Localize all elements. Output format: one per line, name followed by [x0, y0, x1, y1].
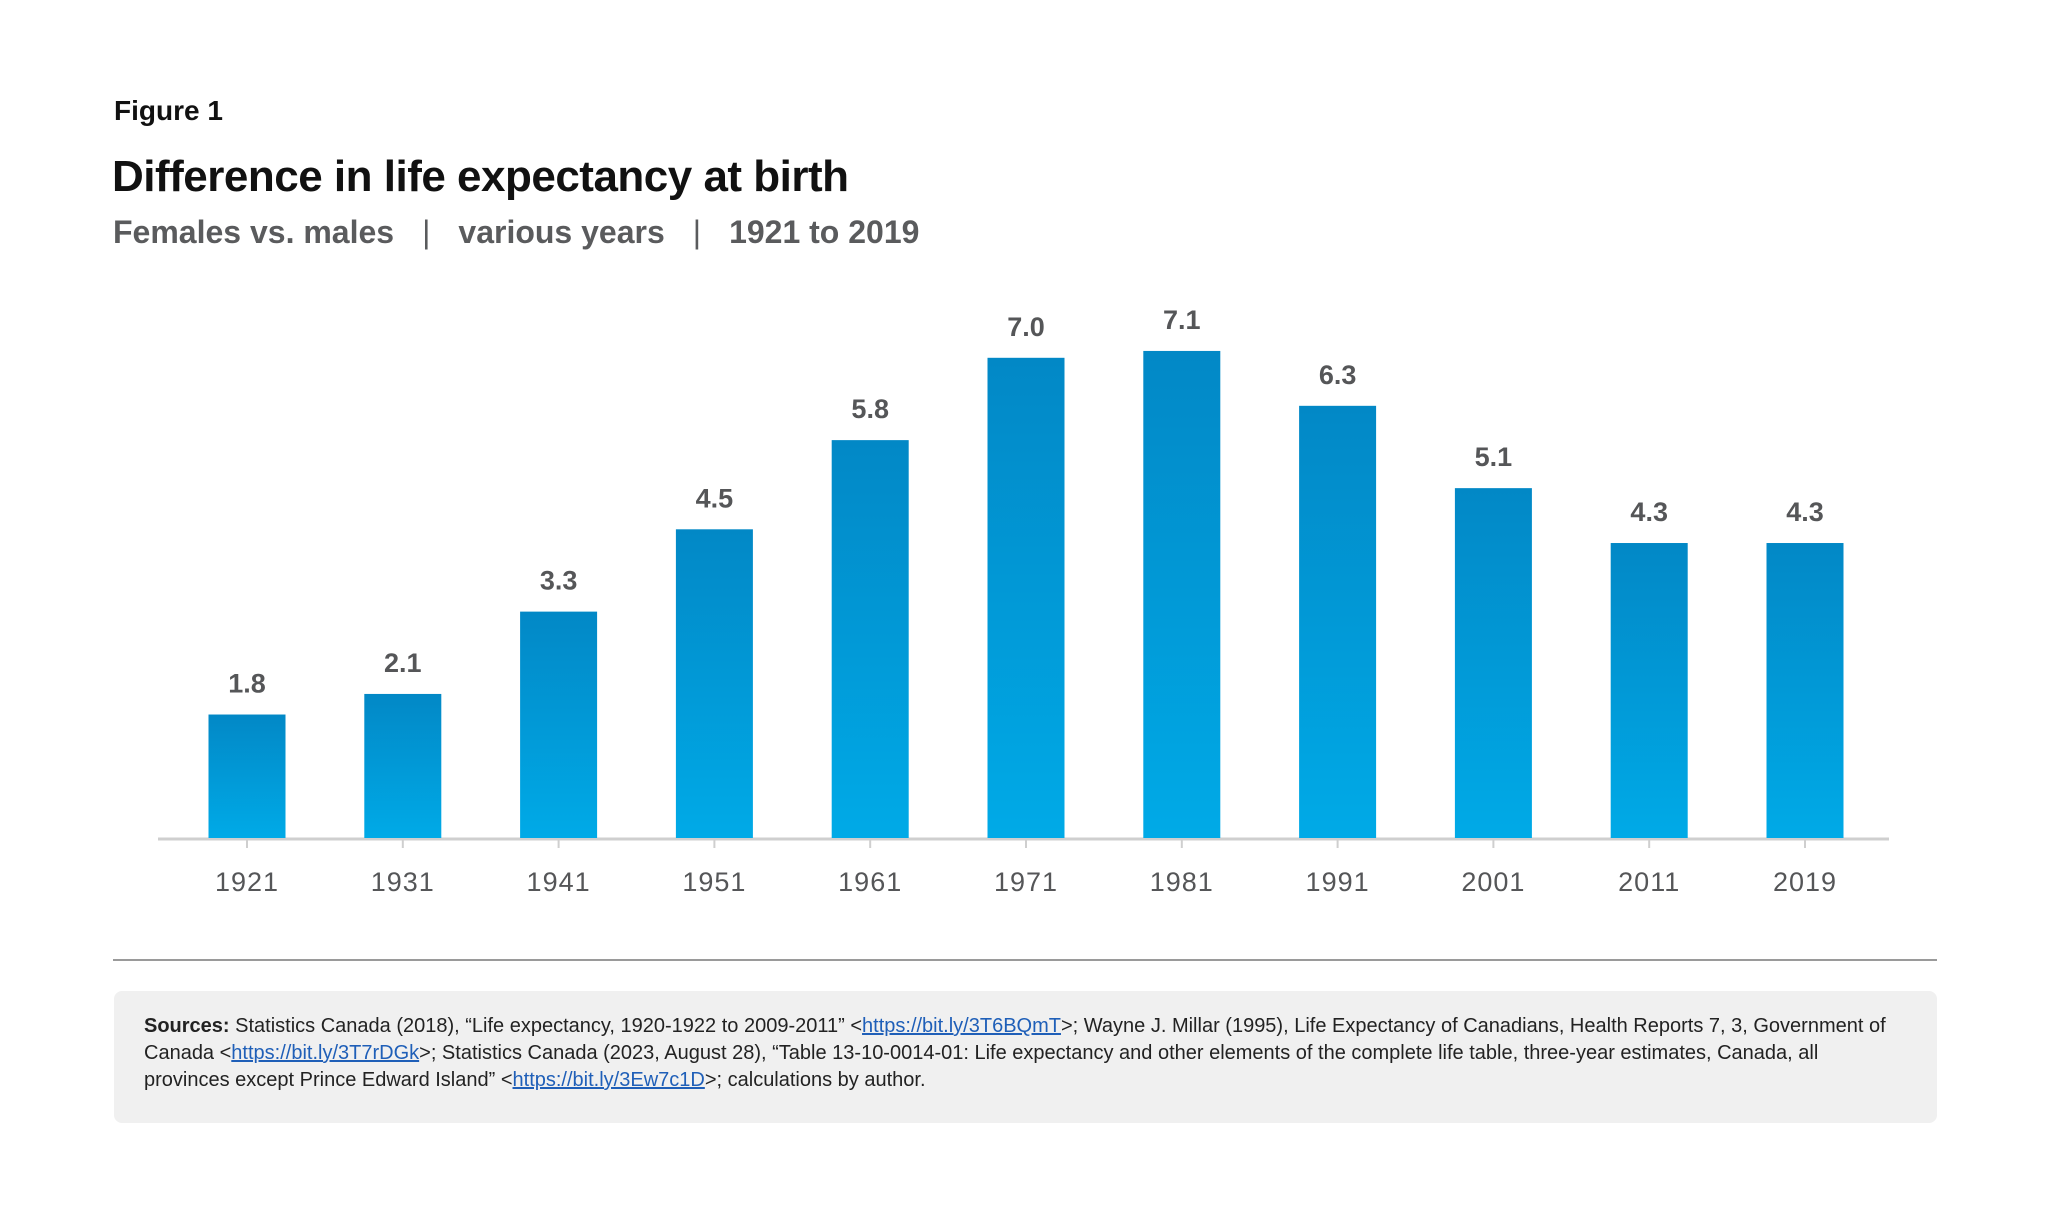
sources-text: >; Statistics Canada (2023, August 28), …: [144, 1042, 1819, 1091]
sources-text: >; Wayne J. Millar (1995), Life Expectan…: [144, 1015, 1886, 1064]
subtitle-separator: |: [422, 214, 431, 250]
x-tick-label: 2019: [1773, 867, 1837, 897]
bar-1921: [208, 714, 286, 838]
x-tick-label: 1991: [1306, 867, 1370, 897]
subtitle-separator: |: [692, 214, 702, 250]
bar-1941: [520, 611, 598, 838]
chart-subtitle: Females vs. males | various years | 1921 to …: [113, 214, 919, 251]
x-tick-label: 2001: [1461, 867, 1525, 897]
sources-label: Sources:: [144, 1015, 230, 1037]
bar-1951: [675, 529, 753, 838]
subtitle-group: Females vs. males: [113, 214, 395, 250]
data-label: 2.1: [384, 648, 422, 678]
sources-text: Statistics Canada (2018), “Life expectan…: [229, 1015, 863, 1037]
x-tick-label: 1941: [527, 867, 591, 897]
x-tick-label: 1921: [215, 867, 279, 897]
bar-1991: [1299, 405, 1377, 838]
x-tick-label: 1931: [371, 867, 435, 897]
x-tick-label: 1951: [682, 867, 746, 897]
data-label: 5.8: [851, 394, 889, 424]
bar-1931: [364, 693, 442, 838]
data-label: 4.5: [696, 483, 734, 513]
bar-chart: 1.8 1921 2.1 1931 3.3 1941 4.5 1951 5.8 1961 7.0 19…: [158, 305, 1889, 897]
bar-2019: [1766, 543, 1844, 838]
figure-label: Figure 1: [114, 95, 223, 126]
data-label: 5.1: [1475, 442, 1513, 472]
source-link-1[interactable]: https://bit.ly/3T6BQmT: [862, 1015, 1061, 1037]
divider: [113, 959, 1937, 961]
chart-title: Difference in life expectancy at birth: [112, 152, 849, 201]
bar-2001: [1454, 488, 1532, 838]
bar-1981: [1143, 350, 1221, 838]
data-label: 7.1: [1163, 305, 1201, 335]
data-label: 6.3: [1319, 360, 1357, 390]
x-tick-label: 1971: [994, 867, 1058, 897]
bar-1971: [987, 357, 1065, 838]
subtitle-period: various years: [458, 214, 665, 250]
data-label: 1.8: [228, 669, 266, 699]
x-tick-label: 1961: [838, 867, 902, 897]
source-link-3[interactable]: https://bit.ly/3Ew7c1D: [512, 1069, 705, 1091]
bar-2011: [1610, 543, 1688, 838]
x-tick-label: 1981: [1150, 867, 1214, 897]
data-label: 4.3: [1786, 497, 1824, 527]
data-label: 3.3: [540, 566, 578, 596]
x-tick-label: 2011: [1618, 867, 1680, 897]
source-link-2[interactable]: https://bit.ly/3T7rDGk: [231, 1042, 420, 1064]
sources-box: Sources: Statistics Canada (2018), “Life…: [114, 991, 1937, 1123]
sources-text: >; calculations by author.: [704, 1069, 926, 1091]
bar-1961: [831, 440, 909, 838]
data-label: 4.3: [1630, 497, 1668, 527]
data-label: 7.0: [1007, 312, 1045, 342]
subtitle-range: 1921 to 2019: [729, 214, 920, 250]
